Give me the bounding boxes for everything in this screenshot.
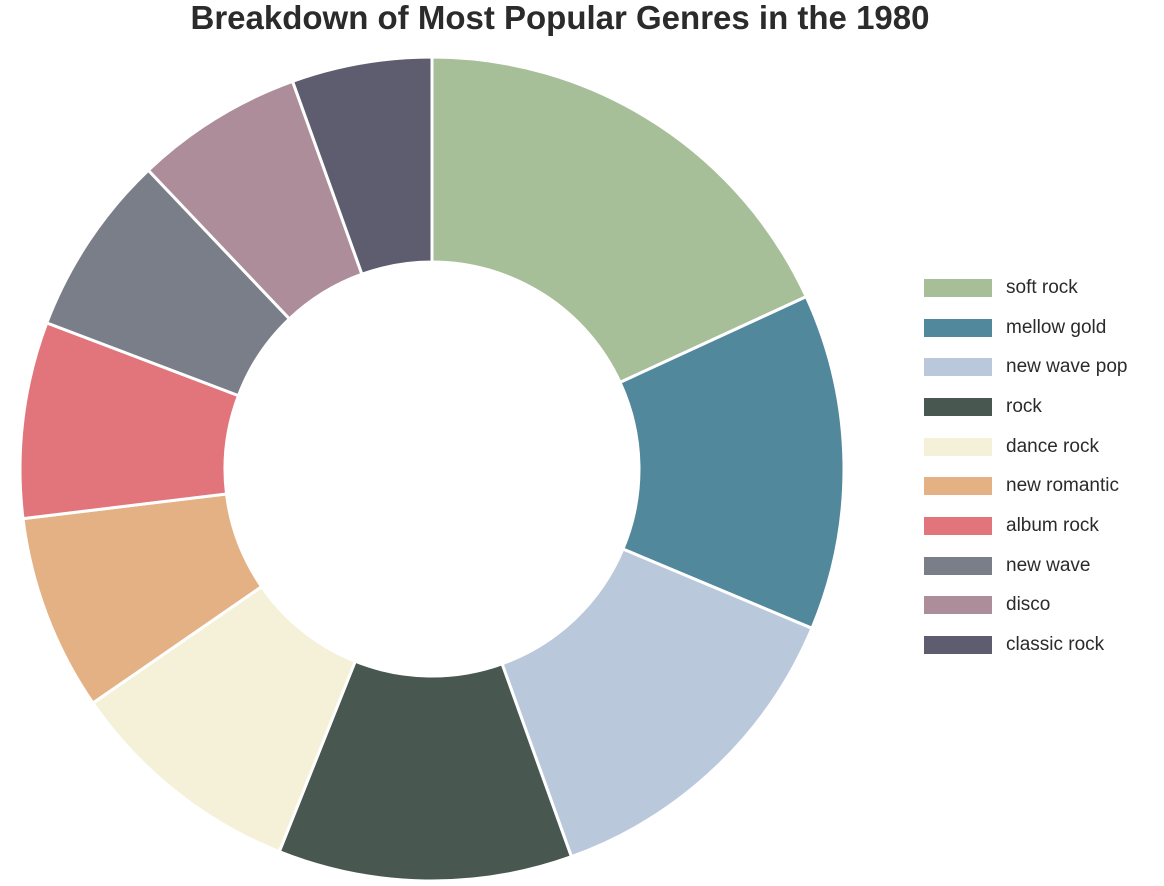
legend-swatch: [924, 477, 992, 496]
legend-swatch: [924, 636, 992, 655]
legend-swatch: [924, 437, 992, 456]
donut-slice-classic-rock: [290, 55, 434, 277]
legend-label: dance rock: [1006, 435, 1099, 457]
legend-item: dance rock: [924, 427, 1127, 467]
chart-legend: soft rock mellow gold new wave pop rock danc…: [924, 268, 1127, 665]
legend-label: new romantic: [1006, 475, 1119, 497]
chart-title: Breakdown of Most Popular Genres in the …: [190, 0, 930, 36]
legend-swatch: [924, 596, 992, 615]
legend-swatch: [924, 397, 992, 416]
legend-item: soft rock: [924, 268, 1127, 308]
legend-swatch: [924, 516, 992, 535]
legend-label: soft rock: [1006, 276, 1078, 298]
legend-label: new wave pop: [1006, 356, 1128, 378]
donut-slice-soft-rock: [430, 55, 809, 385]
legend-label: new wave: [1006, 554, 1091, 576]
legend-swatch: [924, 556, 992, 575]
donut-slice-rock: [277, 659, 574, 883]
legend-label: disco: [1006, 594, 1051, 616]
legend-item: album rock: [924, 506, 1127, 546]
legend-item: new wave: [924, 546, 1127, 586]
legend-item: mellow gold: [924, 308, 1127, 348]
legend-item: new romantic: [924, 466, 1127, 506]
legend-swatch: [924, 278, 992, 297]
legend-item: rock: [924, 387, 1127, 427]
legend-item: disco: [924, 586, 1127, 626]
donut-slice-new-wave-pop: [500, 547, 814, 859]
legend-label: mellow gold: [1006, 316, 1107, 338]
legend-label: album rock: [1006, 514, 1099, 536]
legend-item: new wave pop: [924, 347, 1127, 387]
legend-label: rock: [1006, 395, 1042, 417]
legend-swatch: [924, 318, 992, 337]
legend-swatch: [924, 358, 992, 377]
legend-item: classic rock: [924, 625, 1127, 665]
legend-label: classic rock: [1006, 634, 1105, 656]
donut-slice-mellow-gold: [618, 294, 846, 631]
